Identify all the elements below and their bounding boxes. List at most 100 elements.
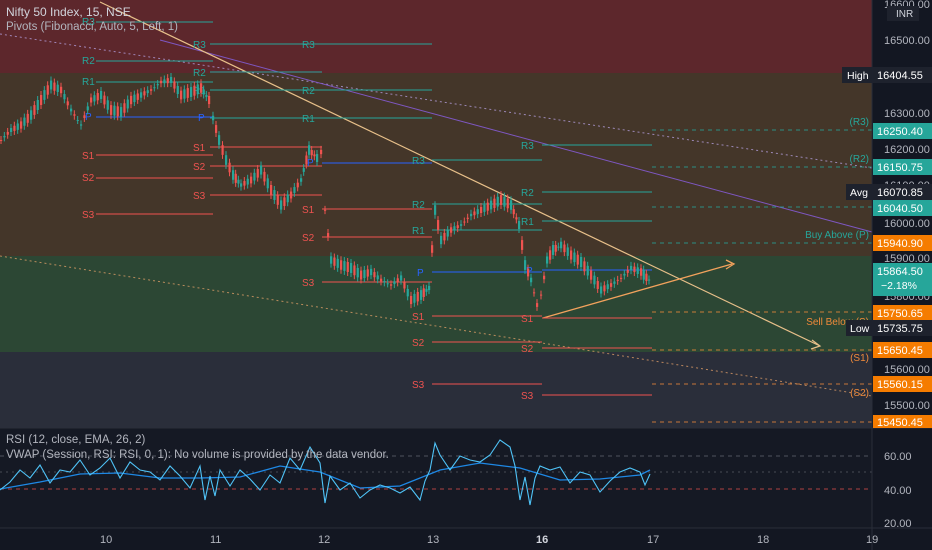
candle-body [146,90,149,94]
candle-body [552,245,555,255]
zone-backgrounds [0,0,872,428]
candle-body [3,135,6,138]
candle-body [446,230,449,237]
candle-body [400,275,403,281]
price-tick: 16300.00 [884,108,930,120]
candle-body [453,226,456,231]
candle-body [580,257,583,267]
candle-body [13,125,16,131]
candle-body [600,286,603,294]
time-tick: 12 [318,534,330,546]
badge-value: 15864.50 [877,266,923,278]
time-tick: 19 [866,534,878,546]
candle-body [440,235,443,245]
candle-body [420,290,423,300]
candle-body [437,220,440,230]
pivot-label-r2: R2 [521,188,534,199]
candle-body [557,246,560,248]
price-badge-r3: 16250.40 [873,123,932,139]
candle-body [30,110,33,120]
pivot-label-p: P [526,266,533,277]
candle-body [126,99,129,109]
pivot-label-r1: R1 [82,77,95,88]
candle-body [73,114,76,116]
candle-body [123,103,126,113]
price-badge-s3: 15450.45 [873,415,932,429]
pivot-label-s2: S2 [302,233,315,244]
candle-body [515,217,518,220]
rsi-indicator-legend[interactable]: RSI (12, close, EMA, 26, 2) [6,434,146,446]
candle-body [606,284,609,290]
candle-body [380,278,383,282]
price-badge-sell: 15750.65 [873,305,932,321]
candle-body [16,123,19,130]
candle-body [232,170,235,180]
candle-body [196,84,199,95]
candle-body [633,266,636,273]
pivot-label-s1: S1 [82,151,95,162]
candle-body [613,281,616,284]
candle-body [243,181,246,186]
price-badge-pivot-mid: 16040.50 [873,200,932,216]
candle-body [96,93,99,101]
candle-body [183,89,186,99]
candle-body [90,97,93,103]
pivots-indicator-legend[interactable]: Pivots (Fibonacci, Auto, 5, Left, 1) [6,21,178,33]
symbol-legend[interactable]: Nifty 50 Index, 15, NSE [6,5,131,19]
candle-body [302,168,305,172]
candle-body [456,225,459,229]
candle-body [10,128,13,132]
candle-body [563,244,566,253]
candle-body [66,101,69,106]
candle-body [23,117,26,126]
main-down-trendline [99,1,821,347]
badge-value: 16040.50 [877,203,923,215]
candlestick-series [0,72,651,311]
candle-body [460,224,463,226]
candle-body [590,270,593,280]
price-badge-low: Low 15735.75 [846,320,932,336]
candle-body [530,277,533,283]
rsi-panel: 60.00 40.00 20.00 [0,427,932,530]
candle-body [521,240,524,250]
candle-body [300,178,303,182]
arrow-head-upper [725,259,736,270]
price-axis[interactable]: 16600.00 INR 16500.00 16300.00 16200.00 … [842,0,932,550]
pivot-label-s1: S1 [193,143,206,154]
candle-body [626,269,629,273]
badge-value: 15750.65 [877,308,923,320]
candle-body [0,140,3,141]
upper-red-zone [0,0,872,73]
price-tick: 16600.00 [884,0,930,11]
candle-body [43,90,46,100]
candle-body [208,95,211,105]
price-badge-s2: 15560.15 [873,376,932,392]
candle-body [202,89,205,95]
candle-body [324,209,327,211]
badge-value: 16404.55 [877,70,923,82]
mid-brown-zone [0,73,872,256]
candle-body [237,179,240,184]
currency-badge[interactable] [887,6,919,21]
pivot-label-s2: S2 [521,344,534,355]
pivot-label-r1: R1 [193,86,206,97]
pivot-label-s3: S3 [193,191,206,202]
pivot-label-r1: R1 [302,114,315,125]
candle-body [570,250,573,260]
candle-body [260,165,263,175]
candle-body [450,227,453,233]
candle-body [240,183,243,187]
candle-body [425,288,428,292]
pivot-label-r2: R2 [193,68,206,79]
candle-body [366,269,369,277]
time-axis[interactable]: 10 11 12 13 16 17 18 19 [0,527,932,546]
candle-body [106,100,109,110]
long-dotted-trendline [0,33,873,169]
candle-body [70,108,73,112]
candle-body [83,115,86,118]
vwap-indicator-legend[interactable]: VWAP (Session, RSI: RSI, 0, 1): No volum… [6,449,389,461]
candle-body [80,124,83,126]
candle-body [490,200,493,210]
candle-body [176,85,179,95]
